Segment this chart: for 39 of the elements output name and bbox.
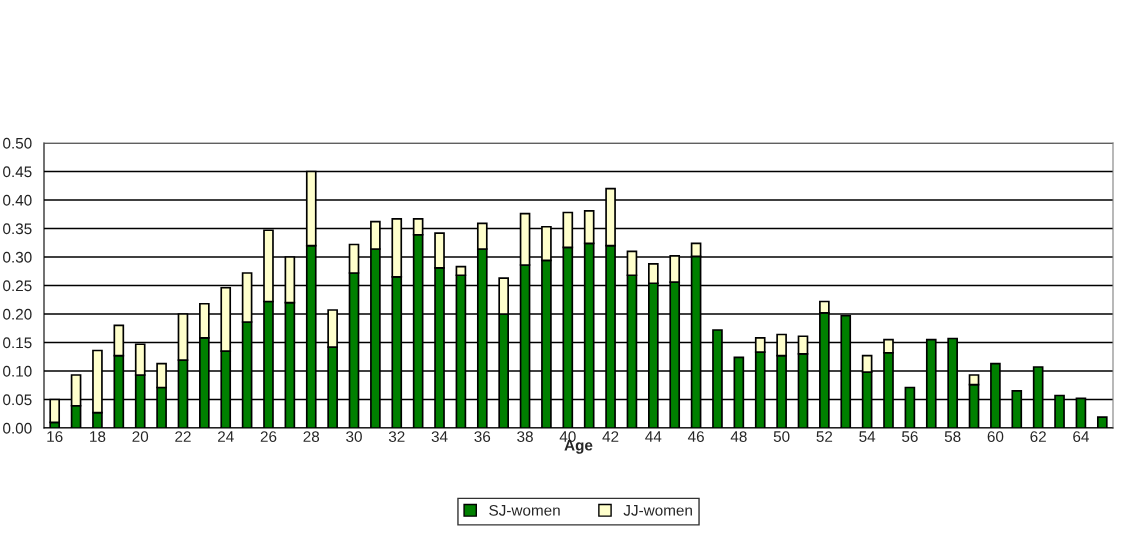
x-tick-label: 40 (559, 431, 576, 442)
x-tick-label: 42 (602, 431, 619, 442)
x-tick-label: 62 (1030, 431, 1046, 442)
x-tick-label: 38 (517, 431, 533, 442)
x-tick-label: 30 (346, 431, 362, 442)
x-tick-label: 56 (902, 431, 918, 442)
x-tick-label: 44 (645, 431, 662, 442)
x-tick-label: 48 (730, 431, 747, 442)
y-tick-label: 0.15 (3, 337, 32, 349)
x-tick-label: 32 (388, 431, 405, 442)
x-tick-label: 34 (431, 431, 448, 442)
x-tick-label: 60 (987, 431, 1004, 442)
y-tick-label: 0.30 (3, 251, 32, 263)
y-tick-label: 0.45 (3, 166, 32, 178)
x-tick-label: 64 (1073, 431, 1089, 442)
x-tick-label: 50 (773, 431, 790, 442)
x-tick-label: 26 (260, 431, 277, 442)
y-tick-label: 0.20 (3, 308, 32, 320)
y-tick-label: 0.00 (3, 422, 32, 434)
x-tick-label: 28 (303, 431, 320, 442)
x-tick-label: 16 (47, 431, 63, 442)
x-tick-label: 54 (859, 431, 876, 442)
x-tick-label: 24 (218, 431, 234, 442)
y-tick-label: 0.40 (3, 194, 32, 206)
x-tick-label: 52 (816, 431, 833, 442)
y-tick-label: 0.50 (3, 137, 32, 149)
legend-label: SJ-women (489, 504, 560, 516)
x-tick-label: 20 (132, 431, 149, 442)
x-tick-label: 18 (90, 431, 106, 442)
x-tick-label: 58 (944, 431, 961, 442)
y-tick-label: 0.25 (3, 280, 32, 292)
x-tick-label: 46 (687, 431, 704, 442)
y-tick-label: 0.35 (3, 223, 32, 235)
y-tick-label: 0.05 (3, 394, 32, 406)
x-tick-label: 36 (474, 431, 491, 442)
legend-label: JJ-women (623, 505, 692, 516)
y-tick-label: 0.10 (3, 365, 32, 377)
x-tick-label: 22 (175, 431, 191, 442)
x-axis-title: Age (564, 439, 593, 454)
